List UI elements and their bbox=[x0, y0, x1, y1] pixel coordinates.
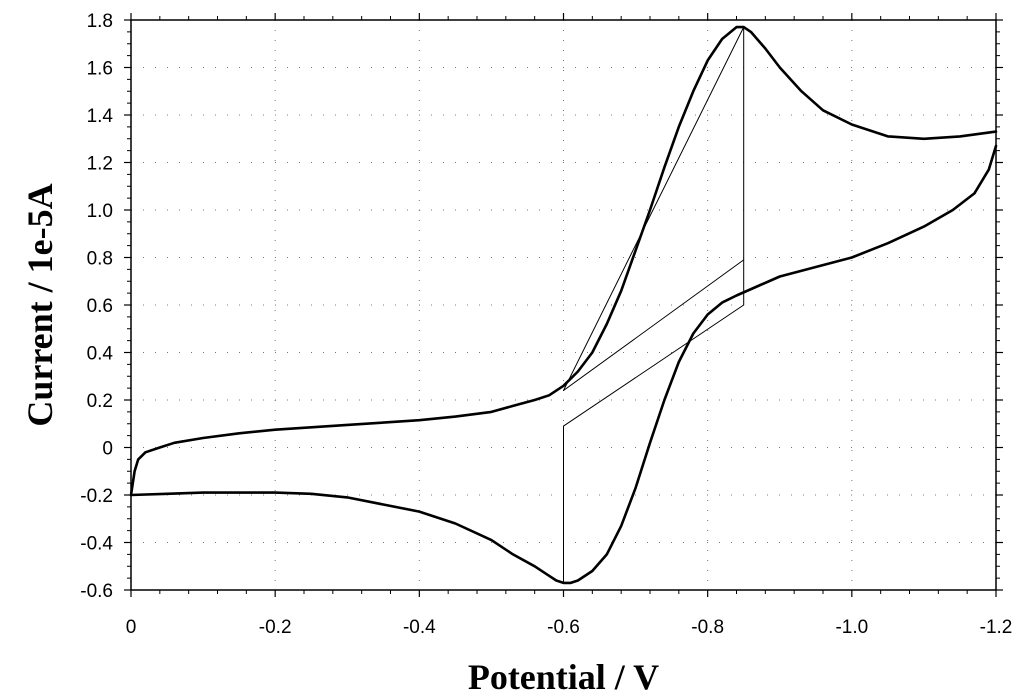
x-tick-label: -1.2 bbox=[980, 617, 1013, 638]
y-tick-label: 1.0 bbox=[87, 201, 113, 222]
y-tick-label: -0.6 bbox=[80, 581, 113, 602]
thin-trace-3 bbox=[563, 259, 745, 391]
x-tick-labels: 0 -0.2 -0.4 -0.6 -0.8 -1.0 -1.2 bbox=[126, 617, 1013, 638]
y-tick-label: 0.8 bbox=[87, 249, 113, 270]
cv-curve-1 bbox=[129, 144, 998, 585]
grid-lines bbox=[131, 20, 996, 590]
y-tick-label: 0.2 bbox=[87, 391, 113, 412]
data-series bbox=[129, 25, 998, 585]
y-tick-label: -0.2 bbox=[80, 486, 113, 507]
thin-trace-2 bbox=[563, 26, 745, 584]
y-tick-label: 0 bbox=[102, 439, 113, 460]
x-tick-label: -1.0 bbox=[835, 617, 868, 638]
y-tick-label: 1.4 bbox=[87, 106, 114, 127]
x-tick-label: -0.8 bbox=[691, 617, 724, 638]
y-tick-label: -0.4 bbox=[80, 534, 113, 555]
y-tick-label: 1.6 bbox=[87, 59, 113, 80]
x-tick-label: -0.6 bbox=[547, 617, 580, 638]
axis-ticks bbox=[124, 13, 1003, 597]
x-tick-label: -0.4 bbox=[403, 617, 436, 638]
x-tick-label: -0.2 bbox=[259, 617, 292, 638]
y-tick-label: 1.8 bbox=[87, 11, 113, 32]
y-tick-label: 0.4 bbox=[87, 344, 114, 365]
y-tick-labels: -0.6 -0.4 -0.2 0 0.2 0.4 0.6 0.8 1.0 1.2 1.4 1.6 1.8 bbox=[80, 11, 113, 602]
cv-curve-0 bbox=[129, 25, 998, 497]
x-axis-title: Potential / V bbox=[468, 657, 659, 697]
x-tick-label: 0 bbox=[126, 617, 137, 638]
y-axis-title: Current / 1e-5A bbox=[20, 183, 60, 426]
y-tick-label: 0.6 bbox=[87, 296, 113, 317]
y-tick-label: 1.2 bbox=[87, 154, 113, 175]
